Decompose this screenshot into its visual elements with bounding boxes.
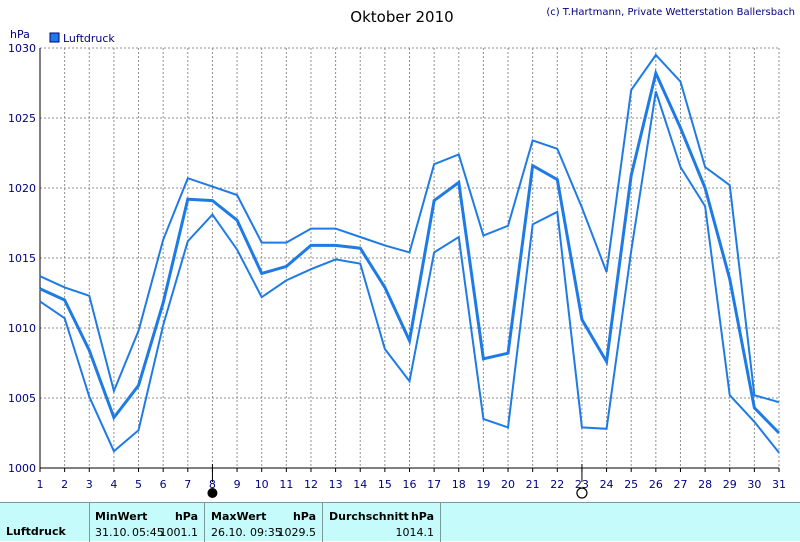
y-tick-label: 1020: [8, 182, 36, 195]
max-title: MaxWert: [211, 510, 267, 523]
series-mean-line: [39, 68, 781, 435]
x-tick-label: 17: [427, 478, 441, 491]
max-unit: hPa: [292, 510, 316, 523]
series-max-line: [39, 53, 780, 404]
x-tick-label: 15: [378, 478, 392, 491]
min-title: MinWert: [95, 510, 148, 523]
min-value: 1001.1: [159, 526, 199, 539]
x-tick-label: 19: [476, 478, 490, 491]
x-tick-label: 3: [86, 478, 93, 491]
x-tick-label: 28: [698, 478, 712, 491]
x-tick-label: 26: [649, 478, 663, 491]
avg-cell: Durchschnitt hPa 1014.1: [323, 503, 441, 542]
x-tick-label: 12: [304, 478, 318, 491]
x-tick-label: 24: [600, 478, 614, 491]
x-tick-label: 25: [624, 478, 638, 491]
x-tick-label: 21: [526, 478, 540, 491]
legend-swatch: [49, 32, 60, 43]
series-lines: [39, 53, 781, 454]
x-tick-label: 2: [61, 478, 68, 491]
stats-label-cell: Luftdruck: [0, 503, 90, 542]
x-tick-label: 9: [234, 478, 241, 491]
x-tick-label: 13: [329, 478, 343, 491]
x-tick-label: 6: [160, 478, 167, 491]
x-tick-label: 29: [723, 478, 737, 491]
credit-text: (c) T.Hartmann, Private Wetterstation Ba…: [546, 7, 795, 18]
y-tick-label: 1025: [8, 112, 36, 125]
max-value: 1029.5: [277, 526, 317, 539]
y-tick-label: 1015: [8, 252, 36, 265]
max-time: 09:35: [250, 526, 282, 539]
new-moon-icon: [207, 488, 218, 498]
x-tick-label: 20: [501, 478, 515, 491]
max-date: 26.10.: [211, 526, 246, 539]
full-moon-icon: [576, 487, 588, 499]
x-tick-label: 8: [209, 478, 216, 491]
chart-title: Oktober 2010: [350, 8, 453, 26]
stats-row-label: Luftdruck: [6, 525, 66, 538]
y-tick-label: 1000: [8, 462, 36, 475]
x-tick-label: 16: [403, 478, 417, 491]
y-tick-label: 1030: [8, 42, 36, 55]
y-tick-label: 1005: [8, 392, 36, 405]
x-tick-label: 5: [135, 478, 142, 491]
y-axis-unit: hPa: [10, 28, 30, 41]
min-time: 05:45: [132, 526, 164, 539]
x-tick-label: 4: [110, 478, 117, 491]
moon-markers: [207, 464, 588, 499]
x-tick-label: 7: [184, 478, 191, 491]
series-min-line: [39, 91, 780, 454]
min-cell: MinWert hPa 31.10. 05:45 1001.1: [90, 503, 205, 542]
legend-label: Luftdruck: [63, 32, 115, 45]
x-tick-label: 22: [550, 478, 564, 491]
x-tick-label: 10: [255, 478, 269, 491]
x-tick-label: 23: [575, 478, 589, 491]
x-tick-label: 30: [747, 478, 761, 491]
pressure-chart: Oktober 2010 (c) T.Hartmann, Private Wet…: [8, 7, 795, 499]
min-unit: hPa: [174, 510, 198, 523]
x-tick-label: 18: [452, 478, 466, 491]
avg-unit: hPa: [410, 510, 434, 523]
x-tick-label: 1: [37, 478, 44, 491]
avg-value: 1014.1: [395, 526, 435, 539]
max-cell: MaxWert hPa 26.10. 09:35 1029.5: [205, 503, 323, 542]
stats-panel: Luftdruck MinWert hPa 31.10. 05:45 1001.…: [0, 502, 800, 542]
x-tick-label: 14: [353, 478, 367, 491]
x-tick-label: 11: [279, 478, 293, 491]
x-tick-label: 27: [673, 478, 687, 491]
grid: [40, 47, 780, 468]
avg-title: Durchschnitt: [329, 510, 409, 523]
min-date: 31.10.: [95, 526, 130, 539]
y-tick-label: 1010: [8, 322, 36, 335]
x-tick-label: 31: [772, 478, 786, 491]
